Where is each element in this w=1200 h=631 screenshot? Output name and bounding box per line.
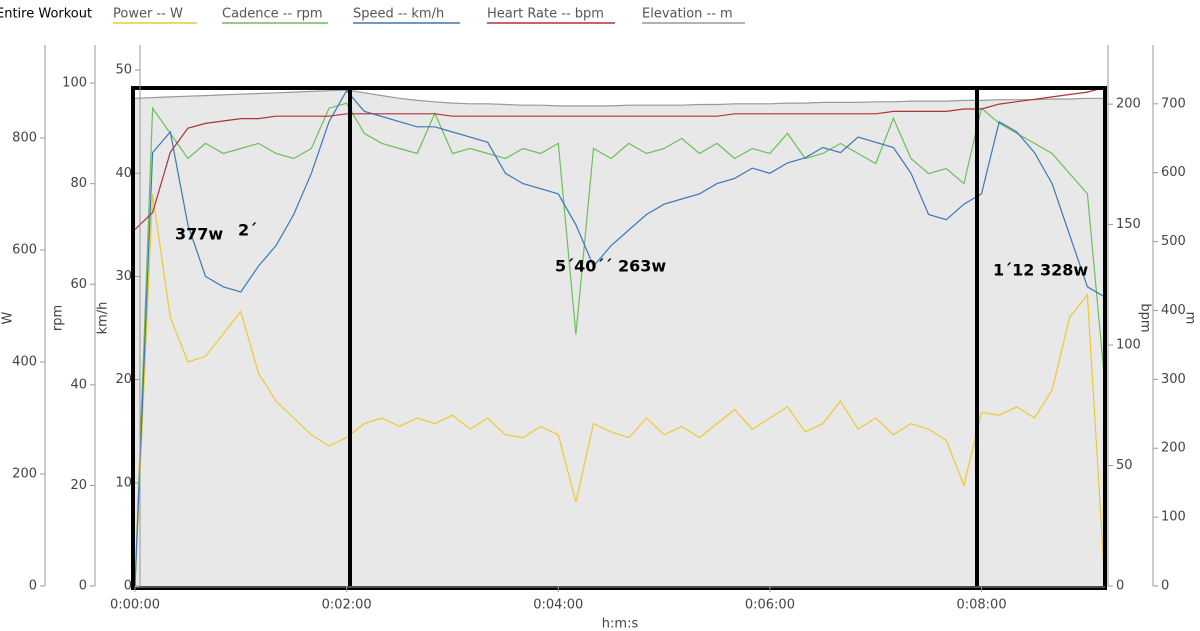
y-tick-label: 30 — [115, 269, 132, 284]
y-tick-label: 0 — [1161, 579, 1169, 594]
y-tick-label: 600 — [12, 243, 37, 258]
y-tick-label: 80 — [70, 176, 87, 191]
series-line — [134, 193, 1106, 587]
y-tick-label: 0 — [79, 579, 87, 594]
x-tick-label: 0:04:00 — [533, 598, 583, 613]
x-tick-label: 0:00:00 — [110, 598, 160, 613]
y-tick-label: 200 — [12, 467, 37, 482]
y-tick-label: 10 — [115, 475, 132, 490]
series-line — [134, 86, 1106, 230]
y-tick-label: 0 — [1116, 579, 1124, 594]
y-tick-label: 500 — [1161, 234, 1186, 249]
y-tick-label: 100 — [62, 76, 87, 91]
y-axis-label: bpm — [1138, 303, 1153, 332]
legend-label: Power -- W — [113, 7, 183, 22]
legend-label: Elevation -- m — [642, 7, 733, 22]
series-line — [134, 89, 1106, 587]
interval-boxes — [131, 86, 1107, 590]
y-axis-label: W — [1, 311, 16, 324]
chart-title: Entire Workout — [0, 7, 92, 22]
series-line — [134, 89, 1105, 107]
y-axis-label: m — [1183, 312, 1198, 325]
annotation: 1´12 328w — [993, 261, 1088, 280]
y-axis-label: km/h — [96, 302, 111, 335]
y-tick-label: 400 — [1161, 303, 1186, 318]
y-tick-label: 150 — [1116, 217, 1141, 232]
y-tick-label: 60 — [70, 277, 87, 292]
y-tick-label: 600 — [1161, 165, 1186, 180]
y-tick-label: 40 — [115, 166, 132, 181]
x-axis-label: h:m:s — [602, 617, 639, 631]
legend-label: Cadence -- rpm — [222, 7, 323, 22]
y-tick-label: 200 — [1116, 97, 1141, 112]
legend-label: Speed -- km/h — [353, 7, 444, 22]
y-tick-label: 400 — [12, 355, 37, 370]
plot-area — [134, 86, 1106, 587]
annotation: 5´40´´ 263w — [555, 257, 666, 276]
y-tick-label: 700 — [1161, 96, 1186, 111]
y-tick-label: 300 — [1161, 372, 1186, 387]
area — [135, 90, 1105, 586]
y-tick-label: 40 — [70, 377, 87, 392]
y-tick-label: 100 — [1116, 338, 1141, 353]
y-tick-label: 20 — [70, 478, 87, 493]
legend-label: Heart Rate -- bpm — [487, 7, 604, 22]
y-tick-label: 50 — [1116, 458, 1133, 473]
annotation: 2´ — [238, 221, 257, 240]
series-line — [134, 102, 1106, 587]
y-tick-label: 0 — [124, 579, 132, 594]
y-tick-label: 20 — [115, 372, 132, 387]
y-tick-label: 50 — [115, 63, 132, 78]
y-tick-label: 800 — [12, 131, 37, 146]
annotation: 377w — [175, 225, 223, 244]
y-axis-label: rpm — [51, 305, 66, 331]
x-tick-label: 0:02:00 — [322, 598, 372, 613]
y-tick-label: 0 — [29, 579, 37, 594]
y-tick-label: 200 — [1161, 441, 1186, 456]
x-tick-label: 0:08:00 — [956, 598, 1006, 613]
x-tick-label: 0:06:00 — [745, 598, 795, 613]
y-tick-label: 100 — [1161, 510, 1186, 525]
